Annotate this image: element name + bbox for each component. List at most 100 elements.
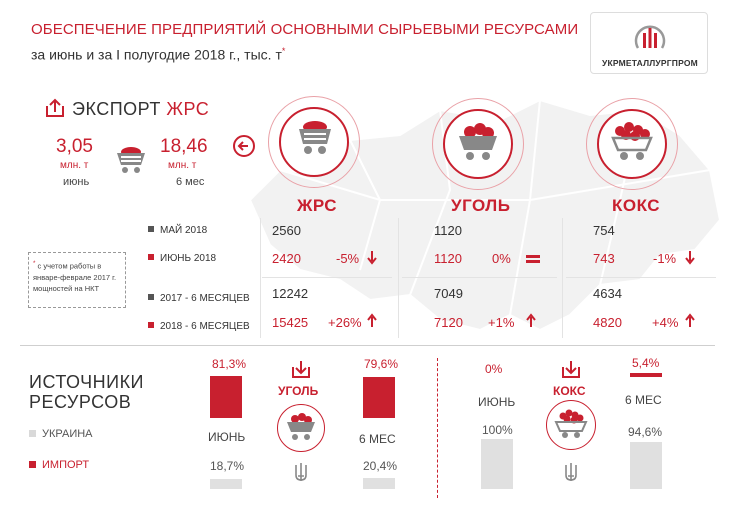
coke-cart-icon xyxy=(554,409,588,438)
zrs-may-value: 2560 xyxy=(272,223,301,238)
import-icon xyxy=(292,361,310,378)
column-divider xyxy=(260,218,261,338)
arrow-up-icon xyxy=(685,313,695,327)
zrs-cart-icon xyxy=(299,121,331,154)
coal-june-pct: 0% xyxy=(492,251,511,266)
coke-2017-value: 4634 xyxy=(593,286,622,301)
subtitle-footnote-mark: * xyxy=(281,46,286,56)
equal-icon xyxy=(526,255,540,263)
section-divider xyxy=(20,345,715,346)
coke-sources-label: КОКС xyxy=(553,384,586,398)
coal-cart-icon xyxy=(287,413,315,440)
coal-label: УГОЛЬ xyxy=(451,196,511,215)
export-icon xyxy=(46,98,64,117)
coke-half-label: 6 МЕС xyxy=(625,393,662,407)
coal-sources-label: УГОЛЬ xyxy=(278,384,319,398)
coal-may-value: 1120 xyxy=(434,223,462,238)
coal-cart-icon xyxy=(459,123,497,160)
coal-june-value: 1120 xyxy=(434,251,462,266)
coal-2018-pct: +1% xyxy=(488,315,515,330)
sources-title: ИСТОЧНИКИ РЕСУРСОВ xyxy=(29,372,144,412)
coal-half-ukraine-pct: 20,4% xyxy=(363,459,398,473)
row-label-may: МАЙ 2018 xyxy=(148,225,207,236)
row-divider xyxy=(566,277,716,278)
export-half-unit: млн. т xyxy=(168,160,197,171)
coke-june-import-pct: 0% xyxy=(485,362,503,376)
export-title-prefix: ЭКСПОРТ xyxy=(72,99,167,119)
arrow-up-icon xyxy=(367,313,377,327)
arrow-left-circle-icon xyxy=(233,135,255,157)
export-title-resource: ЖРС xyxy=(166,99,210,119)
arrow-up-icon xyxy=(526,313,536,327)
zrs-2017-value: 12242 xyxy=(272,286,309,301)
footnote: * с учетом работы в январе-феврале 2017 … xyxy=(33,258,123,294)
trident-icon xyxy=(295,463,307,481)
coal-circle xyxy=(432,98,524,190)
export-june-unit: млн. т xyxy=(60,160,89,171)
coke-june-label: ИЮНЬ xyxy=(478,395,516,409)
coke-label: КОКС xyxy=(612,196,661,215)
coal-june-ukraine-bar xyxy=(210,479,242,489)
legend-import-label: ИМПОРТ xyxy=(42,459,90,471)
coke-half-ukraine-bar xyxy=(630,442,662,489)
coke-cart-icon xyxy=(611,122,653,160)
coke-june-value: 743 xyxy=(593,251,615,266)
trident-icon xyxy=(565,463,577,481)
zrs-2018-pct: +26% xyxy=(328,315,362,330)
logo-name: УКРМЕТАЛЛУРГПРОМ xyxy=(602,58,698,68)
row-label-text: 2018 - 6 МЕСЯЦЕВ xyxy=(160,321,250,332)
coal-june-ukraine-pct: 18,7% xyxy=(210,459,245,473)
coke-june-pct: -1% xyxy=(653,251,677,266)
row-divider xyxy=(262,277,392,278)
row-label-2018: 2018 - 6 МЕСЯЦЕВ xyxy=(148,321,250,332)
coke-june-ukraine-bar xyxy=(481,439,513,489)
arrow-down-icon xyxy=(685,251,695,265)
legend-import: ИМПОРТ xyxy=(29,459,89,471)
coke-june-ukraine-pct: 100% xyxy=(482,423,513,437)
logo xyxy=(590,12,708,74)
footnote-box xyxy=(28,252,126,308)
export-june-label: июнь xyxy=(63,176,90,188)
sources-title-line1: ИСТОЧНИКИ xyxy=(29,372,144,392)
row-label-text: ИЮНЬ 2018 xyxy=(160,253,217,264)
sources-title-line2: РЕСУРСОВ xyxy=(29,392,132,412)
coke-sources-circle xyxy=(546,400,596,450)
sources-divider xyxy=(437,358,438,498)
legend-ukraine-label: УКРАИНА xyxy=(42,428,93,440)
row-label-june: ИЮНЬ 2018 xyxy=(148,253,216,264)
footnote-mark: * xyxy=(33,260,36,267)
coke-half-import-pct: 5,4% xyxy=(632,356,660,370)
coal-half-ukraine-bar xyxy=(363,478,395,489)
coke-half-ukraine-pct: 94,6% xyxy=(628,425,663,439)
coal-june-label: ИЮНЬ xyxy=(208,430,246,444)
column-divider xyxy=(562,218,563,338)
footnote-text: с учетом работы в январе-феврале 2017 г.… xyxy=(33,261,117,293)
zrs-june-value: 2420 xyxy=(272,251,301,266)
row-divider xyxy=(402,277,557,278)
zrs-june-pct: -5% xyxy=(336,251,360,266)
subtitle-text: за июнь и за I полугодие 2018 г., тыс. т xyxy=(31,46,282,63)
coke-half-import-bar xyxy=(630,373,662,377)
export-title: ЭКСПОРТ ЖРС xyxy=(72,99,209,120)
coal-2018-value: 7120 xyxy=(434,315,463,330)
zrs-2018-value: 15425 xyxy=(272,315,309,330)
row-label-text: 2017 - 6 МЕСЯЦЕВ xyxy=(160,293,250,304)
zrs-label: ЖРС xyxy=(297,196,338,215)
coal-2017-value: 7049 xyxy=(434,286,463,301)
import-icon xyxy=(562,361,580,378)
coke-2018-value: 4820 xyxy=(593,315,622,330)
legend-ukraine: УКРАИНА xyxy=(29,428,93,440)
coke-2018-pct: +4% xyxy=(652,315,679,330)
row-label-text: МАЙ 2018 xyxy=(160,225,208,236)
arrow-down-icon xyxy=(367,251,377,265)
zrs-circle xyxy=(268,96,360,188)
logo-mark-icon xyxy=(634,25,666,49)
coke-circle-inner xyxy=(597,109,667,179)
export-half-value: 18,46 xyxy=(160,136,208,157)
export-half-label: 6 мес xyxy=(176,176,205,188)
ore-cart-icon xyxy=(117,147,145,173)
coal-june-import-pct: 81,3% xyxy=(212,357,247,371)
coal-half-import-pct: 79,6% xyxy=(364,357,399,371)
coal-june-import-bar xyxy=(210,376,242,418)
column-divider xyxy=(398,218,399,338)
